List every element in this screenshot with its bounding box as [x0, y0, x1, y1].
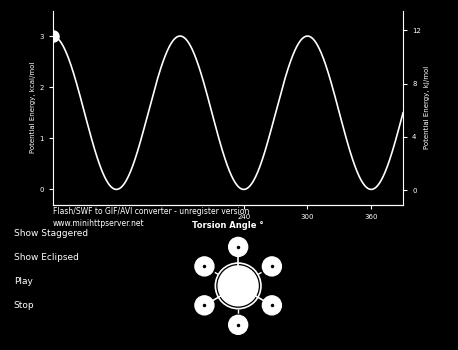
Circle shape: [218, 266, 258, 306]
Circle shape: [229, 315, 248, 334]
Circle shape: [195, 296, 214, 315]
Circle shape: [262, 296, 281, 315]
Text: Stop: Stop: [14, 301, 34, 310]
Text: Flash/SWF to GIF/AVI converter - unregister version: Flash/SWF to GIF/AVI converter - unregis…: [53, 207, 249, 216]
Text: Show Eclipsed: Show Eclipsed: [14, 253, 79, 262]
Text: www.minihttpserver.net: www.minihttpserver.net: [53, 219, 144, 228]
Circle shape: [195, 257, 214, 276]
Circle shape: [262, 257, 281, 276]
Y-axis label: Potential Energy, kJ/mol: Potential Energy, kJ/mol: [424, 66, 430, 149]
Y-axis label: Potential Energy, kcal/mol: Potential Energy, kcal/mol: [30, 62, 36, 153]
Text: Show Staggered: Show Staggered: [14, 229, 88, 238]
X-axis label: Torsion Angle °: Torsion Angle °: [192, 221, 264, 230]
Circle shape: [229, 237, 248, 257]
Text: Play: Play: [14, 277, 33, 286]
